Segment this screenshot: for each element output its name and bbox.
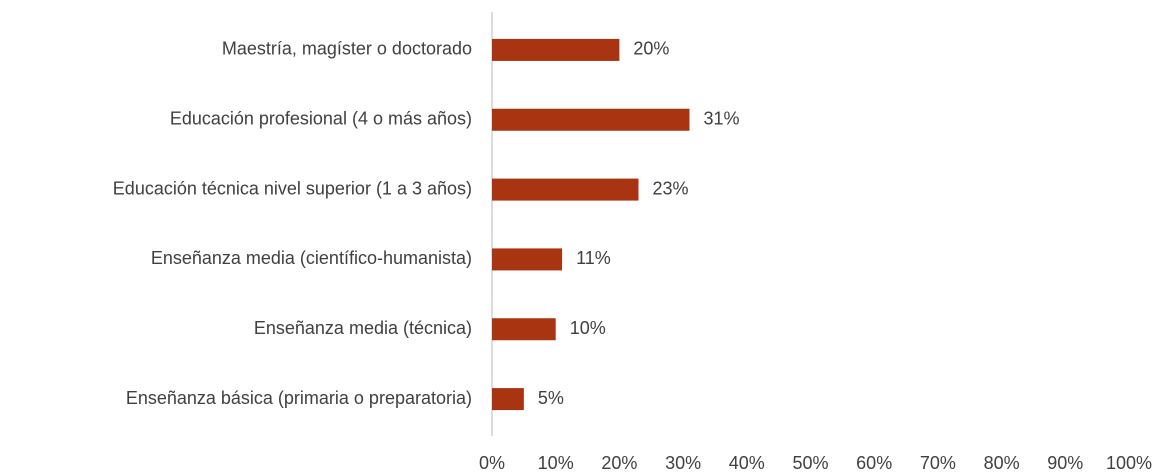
x-tick-label: 50% [792,453,828,473]
x-tick-label: 40% [729,453,765,473]
y-tick-label: Enseñanza media (científico-humanista) [151,248,472,268]
x-tick-label: 90% [1047,453,1083,473]
x-tick-label: 0% [479,453,505,473]
bar [492,318,556,341]
bar [492,38,620,61]
data-label: 23% [653,178,689,198]
bar [492,108,690,131]
y-tick-label: Enseñanza básica (primaria o preparatori… [126,388,472,408]
data-label: 11% [576,248,611,268]
bar [492,388,524,411]
x-tick-label: 80% [984,453,1020,473]
data-label: 31% [703,109,739,129]
bar [492,248,563,271]
x-tick-label: 60% [856,453,892,473]
y-tick-label: Maestría, magíster o doctorado [222,39,472,59]
data-label: 10% [570,318,606,338]
x-tick-label: 70% [920,453,956,473]
data-label: 5% [538,388,564,408]
y-tick-label: Educación profesional (4 o más años) [170,109,472,129]
data-label: 20% [633,39,669,59]
y-tick-label: Educación técnica nivel superior (1 a 3 … [113,178,472,198]
y-tick-label: Enseñanza media (técnica) [254,318,472,338]
x-tick-label: 20% [601,453,637,473]
bar [492,178,639,201]
x-tick-label: 30% [665,453,701,473]
x-tick-label: 100% [1106,453,1152,473]
x-tick-label: 10% [538,453,574,473]
